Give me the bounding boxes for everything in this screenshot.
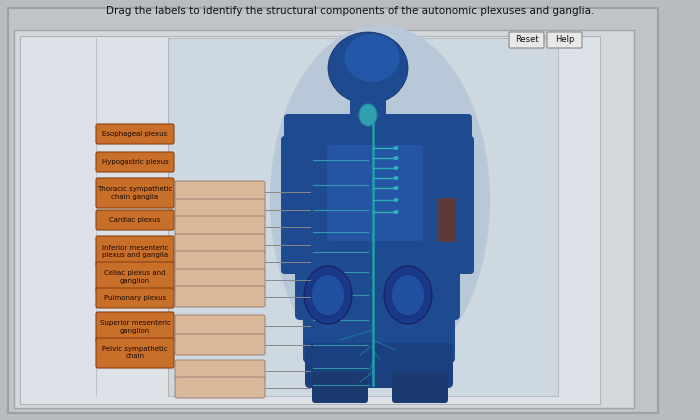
Text: Pulmonary plexus: Pulmonary plexus xyxy=(104,295,166,301)
Ellipse shape xyxy=(393,176,398,180)
FancyBboxPatch shape xyxy=(96,210,174,230)
FancyBboxPatch shape xyxy=(438,198,456,242)
FancyBboxPatch shape xyxy=(295,140,460,320)
FancyBboxPatch shape xyxy=(175,181,265,202)
FancyBboxPatch shape xyxy=(8,8,658,413)
FancyBboxPatch shape xyxy=(20,36,600,404)
Ellipse shape xyxy=(393,198,398,202)
Ellipse shape xyxy=(384,266,432,324)
FancyBboxPatch shape xyxy=(284,114,472,160)
FancyBboxPatch shape xyxy=(96,312,174,342)
FancyBboxPatch shape xyxy=(175,286,265,307)
FancyBboxPatch shape xyxy=(96,288,174,308)
FancyBboxPatch shape xyxy=(175,360,265,381)
FancyBboxPatch shape xyxy=(175,199,265,220)
FancyBboxPatch shape xyxy=(14,30,634,408)
Text: Celiac plexus and
ganglion: Celiac plexus and ganglion xyxy=(104,270,166,284)
FancyBboxPatch shape xyxy=(175,216,265,237)
FancyBboxPatch shape xyxy=(96,262,174,292)
Ellipse shape xyxy=(393,186,398,190)
FancyBboxPatch shape xyxy=(547,32,582,48)
FancyBboxPatch shape xyxy=(96,152,174,172)
FancyBboxPatch shape xyxy=(96,178,174,208)
FancyBboxPatch shape xyxy=(438,136,474,274)
Ellipse shape xyxy=(392,275,424,315)
FancyBboxPatch shape xyxy=(281,136,317,274)
Text: Thoracic sympathetic
chain ganglia: Thoracic sympathetic chain ganglia xyxy=(97,186,173,199)
Ellipse shape xyxy=(328,32,408,104)
Ellipse shape xyxy=(393,210,398,214)
FancyBboxPatch shape xyxy=(175,377,265,398)
Ellipse shape xyxy=(344,34,400,82)
FancyBboxPatch shape xyxy=(305,343,453,388)
Ellipse shape xyxy=(393,156,398,160)
Text: Inferior mesenteric
plexus and ganglia: Inferior mesenteric plexus and ganglia xyxy=(102,244,168,257)
FancyBboxPatch shape xyxy=(175,251,265,272)
Ellipse shape xyxy=(393,166,398,170)
FancyBboxPatch shape xyxy=(303,303,455,363)
Text: Superior mesenteric
ganglion: Superior mesenteric ganglion xyxy=(99,320,170,333)
Text: Esophageal plexus: Esophageal plexus xyxy=(102,131,167,137)
Ellipse shape xyxy=(359,104,377,126)
Text: Pelvic sympathetic
chain: Pelvic sympathetic chain xyxy=(102,346,168,360)
FancyBboxPatch shape xyxy=(392,372,448,403)
FancyBboxPatch shape xyxy=(175,269,265,290)
Ellipse shape xyxy=(270,25,490,375)
FancyBboxPatch shape xyxy=(175,315,265,336)
Ellipse shape xyxy=(304,266,352,324)
Text: Hypogastric plexus: Hypogastric plexus xyxy=(102,159,169,165)
FancyBboxPatch shape xyxy=(96,338,174,368)
Ellipse shape xyxy=(393,146,398,150)
FancyBboxPatch shape xyxy=(350,98,386,132)
FancyBboxPatch shape xyxy=(168,38,558,396)
FancyBboxPatch shape xyxy=(175,234,265,255)
FancyBboxPatch shape xyxy=(509,32,544,48)
FancyBboxPatch shape xyxy=(327,145,423,241)
Text: Cardiac plexus: Cardiac plexus xyxy=(109,217,160,223)
Text: Help: Help xyxy=(555,36,574,45)
FancyBboxPatch shape xyxy=(175,334,265,355)
FancyBboxPatch shape xyxy=(96,124,174,144)
Ellipse shape xyxy=(312,275,344,315)
Text: Drag the labels to identify the structural components of the autonomic plexuses : Drag the labels to identify the structur… xyxy=(106,6,594,16)
FancyBboxPatch shape xyxy=(312,372,368,403)
Text: Reset: Reset xyxy=(514,36,538,45)
FancyBboxPatch shape xyxy=(96,236,174,266)
